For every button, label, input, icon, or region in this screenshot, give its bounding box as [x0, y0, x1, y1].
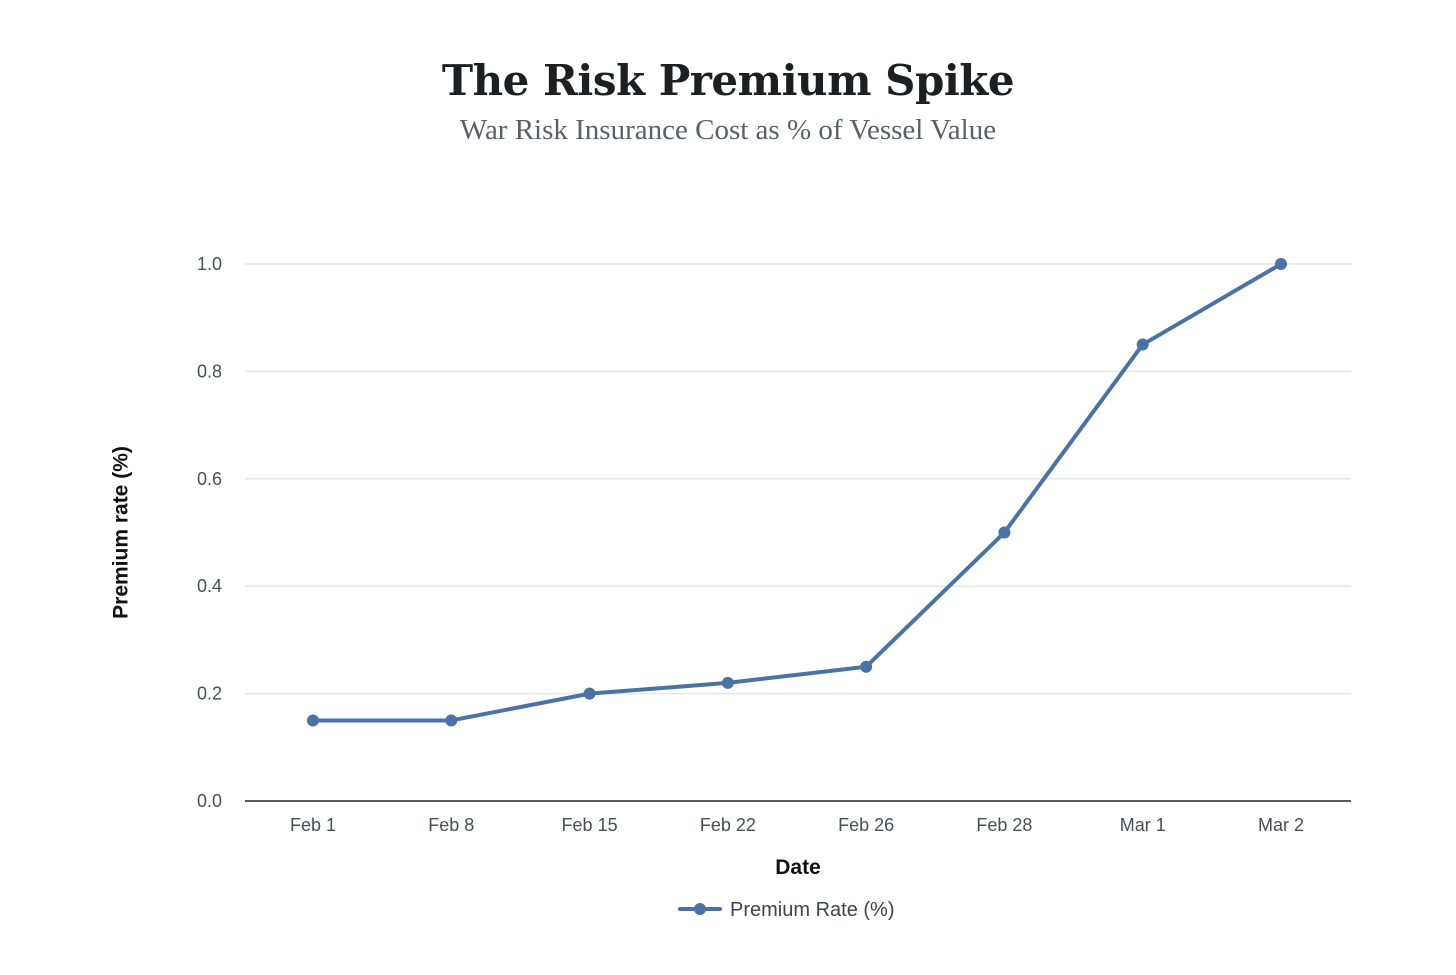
data-point[interactable]: [307, 714, 319, 727]
gridlines: [245, 263, 1351, 695]
y-tick-label: 0.6: [197, 469, 222, 489]
y-tick-label: 0.2: [197, 684, 222, 704]
x-axis-ticks: Feb 1 Feb 8 Feb 15 Feb 22 Feb 26 Feb 28 Mar 1 M…: [290, 815, 1304, 835]
x-tick-label: Mar 1: [1120, 815, 1166, 835]
chart-subtitle: War Risk Insurance Cost as % of Vessel V…: [459, 114, 997, 146]
y-axis-ticks: 0.0 0.2 0.4 0.6 0.8 1.0: [197, 254, 222, 811]
series-line: [311, 262, 1283, 723]
x-tick-label: Feb 26: [838, 815, 894, 835]
data-point[interactable]: [1275, 258, 1287, 270]
legend-marker: [694, 903, 706, 915]
data-point[interactable]: [721, 676, 734, 689]
x-axis-title: Date: [775, 856, 821, 879]
y-axis-title: Premium rate (%): [110, 446, 133, 619]
x-tick-label: Feb 22: [700, 815, 756, 835]
y-tick-label: 0.4: [197, 576, 222, 596]
data-point[interactable]: [998, 526, 1011, 539]
x-tick-label: Feb 28: [976, 815, 1032, 835]
legend-label: Premium Rate (%): [730, 899, 894, 921]
x-tick-label: Feb 15: [562, 815, 618, 835]
data-point[interactable]: [445, 714, 458, 727]
legend[interactable]: Premium Rate (%): [678, 899, 894, 921]
x-tick-label: Feb 8: [428, 815, 474, 835]
data-point[interactable]: [860, 660, 873, 673]
y-tick-label: 0.8: [197, 361, 222, 381]
chart-title: The Risk Premium Spike: [441, 56, 1015, 105]
data-point[interactable]: [1136, 338, 1149, 351]
x-tick-label: Mar 2: [1258, 815, 1304, 835]
y-tick-label: 1.0: [197, 254, 222, 274]
data-point[interactable]: [583, 687, 596, 700]
x-tick-label: Feb 1: [290, 815, 336, 835]
series-layer: [307, 258, 1287, 727]
y-tick-label: 0.0: [197, 791, 222, 811]
